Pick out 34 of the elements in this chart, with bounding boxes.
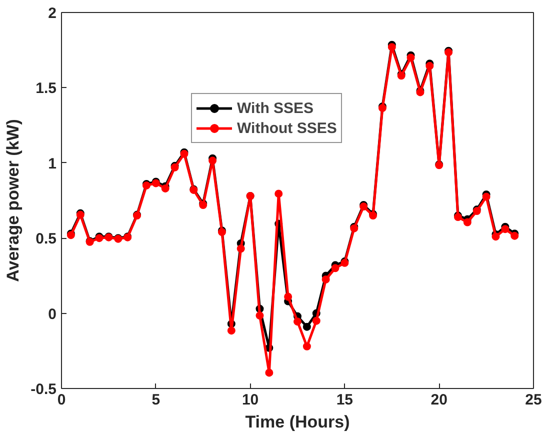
x-tick-label: 5 — [152, 392, 160, 408]
point — [492, 232, 500, 241]
legend-label: Without SSES — [237, 119, 337, 137]
x-tick-label: 25 — [525, 392, 542, 408]
point — [236, 244, 245, 253]
y-tick-label: 1.5 — [36, 80, 57, 98]
point — [227, 326, 236, 335]
point — [265, 368, 274, 377]
point — [501, 225, 510, 234]
y-tick-label: 0 — [48, 306, 56, 323]
point — [331, 264, 340, 272]
x-tick-label: 15 — [336, 392, 354, 408]
point — [284, 292, 292, 301]
point — [302, 322, 311, 331]
y-tick-label: -0.5 — [30, 381, 57, 398]
y-tick-label: 1 — [48, 155, 56, 172]
point — [294, 318, 302, 326]
point — [388, 43, 396, 52]
point — [312, 316, 320, 325]
x-tick-label: 10 — [242, 392, 259, 408]
point — [406, 54, 415, 62]
point — [274, 190, 283, 198]
x-tick-label: 20 — [430, 392, 448, 408]
point — [322, 275, 330, 284]
point — [482, 192, 490, 201]
y-tick-label: 2 — [48, 5, 56, 22]
point — [208, 156, 217, 165]
point — [302, 342, 311, 350]
point — [463, 218, 472, 226]
legend-label: With SSES — [237, 99, 314, 117]
y-axis-title: Average power (kW) — [4, 119, 23, 282]
x-axis-title: Time (Hours) — [245, 412, 350, 432]
y-tick-label: 0.5 — [36, 230, 57, 248]
point — [256, 312, 264, 320]
